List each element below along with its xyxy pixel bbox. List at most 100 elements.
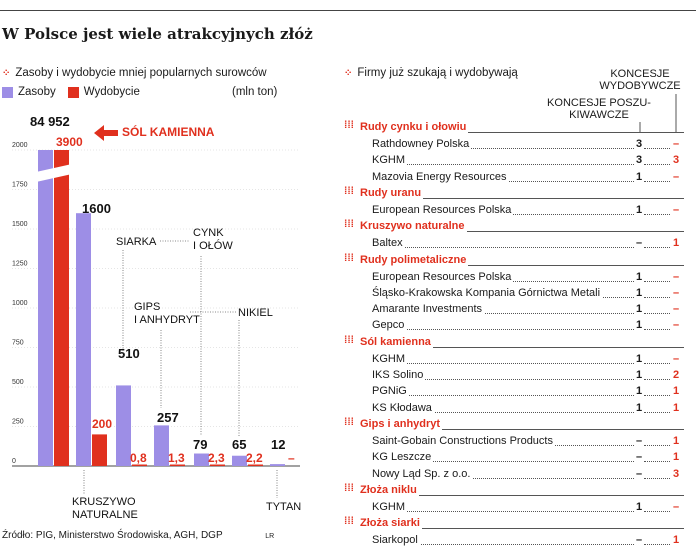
company-name: European Resources Polska <box>372 203 514 216</box>
category-label: SIARKA <box>116 236 157 248</box>
bar-zasoby <box>232 455 247 466</box>
bar-zasoby <box>76 213 91 466</box>
wydobywcze-count: 1 <box>672 434 680 447</box>
category-name: Sól kamienna <box>360 335 433 348</box>
value-label-wydobycie: 2,3 <box>208 451 225 465</box>
category-rule <box>360 132 684 133</box>
bar-wydobycie <box>170 464 185 466</box>
wydobywcze-count: 3 <box>672 467 680 480</box>
category-name: Złoża niklu <box>360 483 419 496</box>
right-section-header: ⁘ Firmy już szukają i wydobywają <box>344 67 518 79</box>
legend-swatch-zasoby <box>2 86 13 98</box>
company-row: KS Kłodawa 1 1 <box>344 401 684 417</box>
leader-dots <box>372 411 634 413</box>
legend-item-zasoby: Zasoby <box>2 86 56 98</box>
leader-dots <box>644 477 670 479</box>
poszukiwawcze-count: 1 <box>635 270 643 283</box>
category-header: ⁞⁞⁞ Rudy polimetaliczne <box>344 253 684 269</box>
company-name: Rathdowney Polska <box>372 138 472 150</box>
bar-chart: 0 250 500 750 1000 1250 1500 1750 2000 84 952 1600… <box>12 114 301 521</box>
category-label: NATURALNE <box>72 509 138 521</box>
company-row: IKS Solino 1 2 <box>344 368 684 384</box>
author-initials: LR <box>265 533 275 540</box>
bar-wydobycie <box>248 464 263 466</box>
leader-dots <box>372 477 634 479</box>
value-label-wydobycie: 0,8 <box>130 451 147 465</box>
poszukiwawcze-count: 1 <box>635 352 643 365</box>
category-label: TYTAN <box>266 501 301 513</box>
poszukiwawcze-count: 1 <box>635 500 643 513</box>
company-row: European Resources Polska 1 – <box>344 203 684 219</box>
leader-dots <box>372 148 634 149</box>
bar-wydobycie <box>210 464 225 466</box>
value-label-zasoby: 257 <box>157 410 179 425</box>
company-row: KGHM 1 – <box>344 500 684 516</box>
category-rule <box>360 428 684 430</box>
bar-zasoby <box>116 385 131 466</box>
value-label-wydobycie: 200 <box>92 417 112 431</box>
bar-zasoby <box>154 425 169 466</box>
category-header: ⁞⁞⁞ Złoża siarki <box>344 516 684 532</box>
y-tick-label: 1250 <box>12 261 28 268</box>
value-label-wydobycie: 1,3 <box>168 451 185 465</box>
wydobywcze-count: – <box>672 270 680 283</box>
wydobywcze-count: 3 <box>672 154 680 167</box>
bar-zasoby <box>194 453 209 466</box>
wydobywcze-count: – <box>672 500 680 513</box>
category-header: ⁞⁞⁞ Złoża niklu <box>344 483 684 499</box>
poszukiwawcze-count: 1 <box>635 303 643 316</box>
grid-icon: ⁞⁞⁞ <box>344 516 354 528</box>
bar-wydobycie <box>92 434 107 466</box>
company-row: KG Leszcze – 1 <box>344 450 684 466</box>
poszukiwawcze-count: – <box>635 434 643 447</box>
wydobywcze-count: 1 <box>672 401 680 414</box>
company-name: KS Kłodawa <box>372 401 434 414</box>
column-header-poszukiwawcze: KONCESJE POSZU- KIWAWCZE <box>547 97 651 121</box>
right-header-text: Firmy już szukają i wydobywają <box>357 67 518 79</box>
category-name: Rudy polimetaliczne <box>360 253 469 266</box>
y-tick-label: 0 <box>12 458 16 465</box>
category-name: Rudy cynku i ołowiu <box>360 121 469 133</box>
dots-icon: ⁘ <box>2 67 10 79</box>
leader-dots <box>644 148 670 149</box>
wydobywcze-count: 1 <box>672 534 680 547</box>
leader-dots <box>372 544 634 546</box>
poszukiwawcze-count: 1 <box>635 401 643 414</box>
category-label: SÓL KAMIENNA <box>122 124 215 139</box>
category-header: ⁞⁞⁞ Rudy uranu <box>344 186 684 202</box>
leader-dots <box>644 395 670 397</box>
unit-label: (mln ton) <box>232 86 278 98</box>
company-row: KGHM 1 – <box>344 352 684 368</box>
leader-dots <box>372 395 634 397</box>
category-name: Złoża siarki <box>360 517 422 530</box>
wydobywcze-count: – <box>672 170 680 183</box>
y-tick-label: 1500 <box>12 221 28 228</box>
poszukiwawcze-count: – <box>635 534 643 547</box>
category-label: GIPS <box>134 301 160 313</box>
category-label: CYNK <box>193 227 224 239</box>
poszukiwawcze-count: 3 <box>635 138 643 150</box>
wydobywcze-count: – <box>672 286 680 299</box>
company-row: Siarkopol – 1 <box>344 533 684 549</box>
legend-item-wydobycie: Wydobycie <box>67 86 140 98</box>
poszukiwawcze-count: 1 <box>635 286 643 299</box>
grid-icon: ⁞⁞⁞ <box>344 482 354 494</box>
company-row: PGNiG 1 1 <box>344 384 684 400</box>
leader-dots <box>644 411 670 413</box>
leader-dots <box>372 379 634 380</box>
left-header-text: Zasoby i wydobycie mniej popularnych sur… <box>15 67 267 79</box>
grid-icon: ⁞⁞⁞ <box>344 120 354 131</box>
company-name: Nowy Ląd Sp. z o.o. <box>372 467 473 480</box>
wydobywcze-count: – <box>672 352 680 365</box>
page-title: W Polsce jest wiele atrakcyjnych złóż <box>2 25 313 43</box>
bar-zasoby <box>38 150 53 466</box>
y-tick-label: 1750 <box>12 182 28 189</box>
category-label: I ANHYDRYT <box>134 314 200 326</box>
poszukiwawcze-count: 1 <box>635 203 643 216</box>
source-text: Źródło: PIG, Ministerstwo Środowiska, AG… <box>2 530 223 541</box>
source-note: Źródło: PIG, Ministerstwo Środowiska, AG… <box>2 530 274 541</box>
category-rule <box>360 264 684 266</box>
value-label-wydobycie: 2,2 <box>246 451 263 465</box>
value-label-zasoby: 79 <box>193 437 207 452</box>
wydobywcze-count: – <box>672 303 680 316</box>
